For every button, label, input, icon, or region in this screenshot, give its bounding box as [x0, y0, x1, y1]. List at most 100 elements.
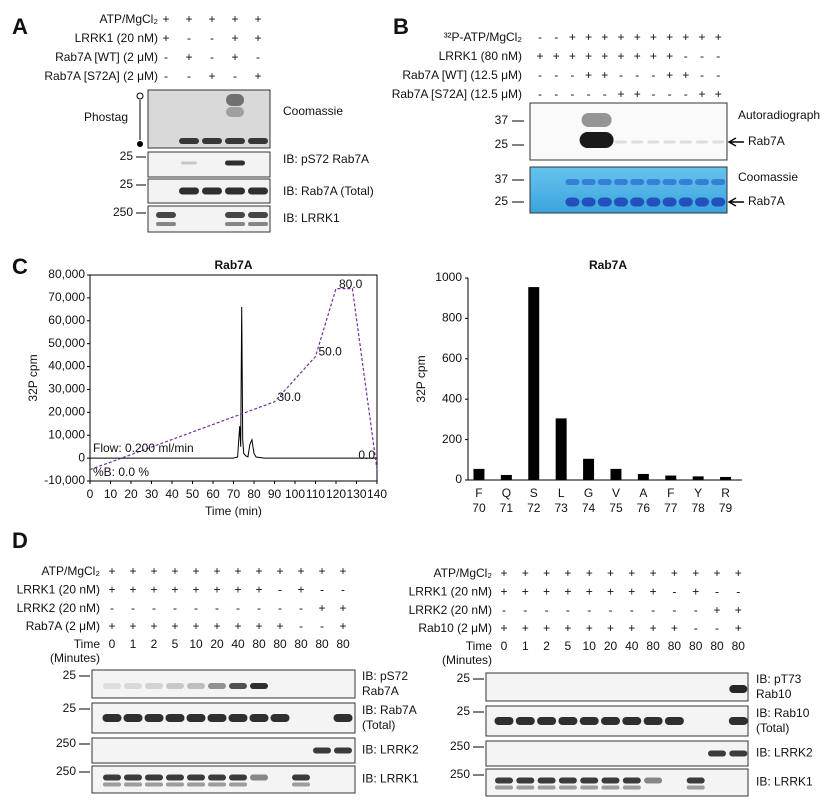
condition-symbol: + — [569, 49, 576, 63]
band — [186, 714, 206, 722]
blot-label: (Total) — [756, 721, 789, 735]
y-tick-label: 40,000 — [48, 359, 85, 373]
band — [495, 777, 513, 784]
y-tick-label: 30,000 — [48, 382, 85, 396]
band — [179, 138, 199, 144]
band — [579, 132, 614, 148]
band — [229, 782, 247, 787]
band — [208, 683, 226, 689]
band — [156, 212, 176, 218]
blot-label: IB: Rab7A (Total) — [283, 184, 374, 198]
x-tick-label: L — [558, 486, 565, 500]
condition-symbol: - — [587, 603, 591, 617]
condition-symbol: + — [522, 584, 529, 598]
band — [228, 714, 248, 722]
blot-label: Coomassie — [738, 170, 798, 184]
bar — [583, 458, 595, 480]
condition-symbol: + — [692, 566, 699, 580]
condition-symbol: + — [318, 601, 325, 615]
time-value: 80 — [252, 637, 266, 651]
blot — [147, 205, 271, 233]
x-tick-position: 77 — [664, 501, 678, 515]
condition-symbol: + — [698, 30, 705, 44]
band — [622, 717, 642, 725]
condition-symbol: + — [150, 564, 157, 578]
mw-marker: 25 — [457, 704, 471, 718]
band — [601, 717, 620, 725]
blot-label: IB: pT73 — [756, 672, 802, 686]
blot-label: IB: LRRK2 — [756, 746, 813, 760]
condition-symbol: - — [152, 601, 156, 615]
condition-symbol: - — [545, 603, 549, 617]
time-value: 1 — [130, 637, 137, 651]
x-tick-label: A — [639, 486, 647, 500]
condition-symbol: + — [171, 564, 178, 578]
mw-marker: 37 — [495, 172, 509, 186]
condition-symbol: + — [713, 603, 720, 617]
time-value: 0 — [501, 639, 508, 653]
time-value: 2 — [151, 637, 158, 651]
x-tick-label: 130 — [346, 487, 366, 501]
x-tick-position: 71 — [500, 501, 514, 515]
band — [614, 197, 628, 207]
band — [516, 785, 535, 790]
y-tick-label: 0 — [78, 450, 85, 464]
bar — [528, 287, 540, 480]
condition-symbol: + — [607, 621, 614, 635]
time-value: 80 — [646, 639, 660, 653]
condition-symbol: - — [651, 87, 655, 101]
condition-symbol: + — [617, 87, 624, 101]
y-tick-label: 800 — [442, 311, 462, 325]
x-tick-label: 50 — [186, 487, 200, 501]
condition-symbol: + — [255, 564, 262, 578]
condition-symbol: + — [536, 49, 543, 63]
band — [729, 750, 748, 757]
band — [729, 685, 748, 693]
condition-symbol: - — [215, 601, 219, 615]
condition-symbol: + — [522, 621, 529, 635]
band — [226, 94, 244, 106]
condition-symbol: + — [666, 49, 673, 63]
condition-symbol: + — [185, 12, 192, 26]
condition-symbol: - — [668, 87, 672, 101]
condition-symbol: - — [538, 68, 542, 82]
x-tick-label: V — [612, 486, 620, 500]
band — [208, 774, 226, 781]
condition-symbol: - — [630, 603, 634, 617]
band — [615, 140, 627, 144]
condition-symbol: + — [607, 566, 614, 580]
band — [597, 197, 612, 207]
condition-label: Rab7A [WT] (12.5 μM) — [402, 68, 522, 82]
x-tick-position: 74 — [582, 501, 596, 515]
x-tick-position: 76 — [637, 501, 651, 515]
x-tick-label: 40 — [165, 487, 179, 501]
band — [225, 138, 245, 144]
band — [581, 197, 596, 207]
condition-symbol: + — [650, 30, 657, 44]
condition-symbol: + — [213, 619, 220, 633]
condition-symbol: - — [278, 601, 282, 615]
condition-symbol: + — [192, 582, 199, 596]
condition-symbol: - — [554, 30, 558, 44]
condition-label: Rab7A (2 μM) — [26, 619, 100, 633]
time-value: 10 — [189, 637, 203, 651]
band — [601, 777, 620, 784]
condition-symbol: - — [210, 50, 214, 64]
x-tick-label: 10 — [104, 487, 118, 501]
condition-symbol: + — [553, 49, 560, 63]
condition-symbol: - — [700, 68, 704, 82]
condition-symbol: + — [682, 68, 689, 82]
condition-symbol: + — [297, 564, 304, 578]
band — [494, 717, 514, 725]
band — [579, 717, 599, 725]
condition-symbol: - — [299, 619, 303, 633]
condition-symbol: + — [162, 12, 169, 26]
band — [103, 683, 121, 689]
band — [202, 138, 222, 144]
condition-label: ³²P-ATP/MgCl₂ — [444, 30, 523, 44]
band — [630, 179, 645, 185]
arrow — [727, 197, 744, 207]
condition-symbol: + — [213, 582, 220, 596]
condition-symbol: - — [538, 87, 542, 101]
condition-label: Rab7A [S72A] (12.5 μM) — [392, 87, 522, 101]
